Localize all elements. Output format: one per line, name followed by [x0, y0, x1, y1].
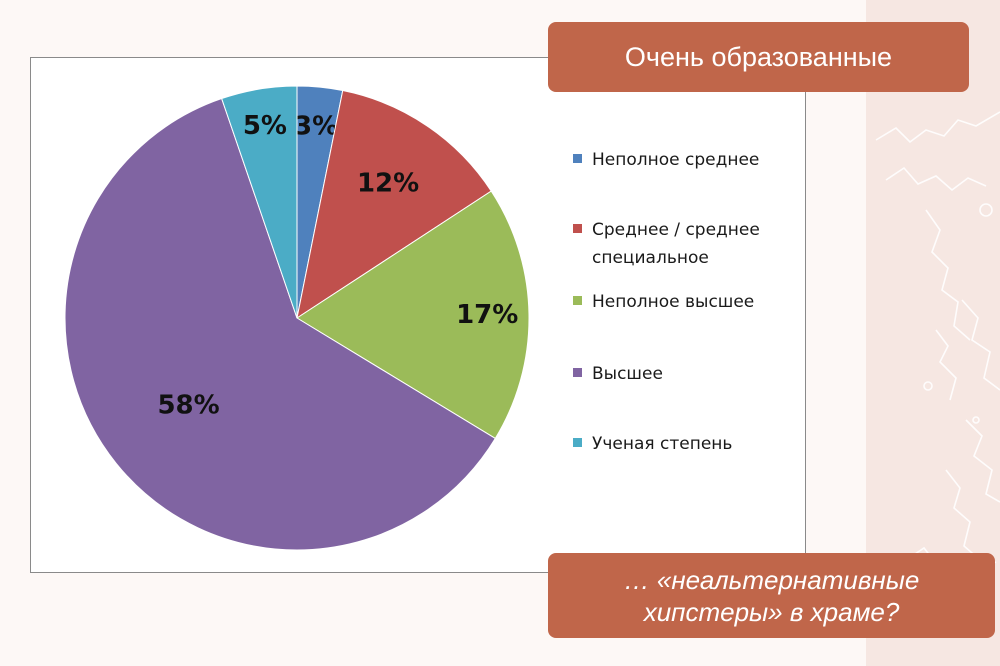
pie-slice: [221, 85, 298, 319]
legend-item: Среднее / среднее специальное: [573, 216, 792, 272]
legend-swatch: [573, 438, 582, 447]
legend-item: Неполное высшее: [573, 288, 792, 316]
slice-data-label: 5%: [243, 111, 287, 141]
legend-label: Неполное высшее: [592, 292, 755, 312]
legend-swatch: [573, 154, 582, 163]
pie-slice: [296, 190, 530, 440]
legend-label: Среднее / среднее специальное: [592, 220, 760, 268]
legend-swatch: [573, 368, 582, 377]
slide-title: Очень образованные: [548, 22, 969, 92]
legend-swatch: [573, 224, 582, 233]
legend-swatch: [573, 296, 582, 305]
pie-chart: 3% 12% 17% 58% 5%: [64, 85, 530, 551]
caption-line-1: … «неальтернативные: [623, 564, 920, 595]
legend-label: Ученая степень: [592, 434, 733, 454]
legend-item: Неполное среднее: [573, 146, 792, 174]
pie-slice: [296, 89, 492, 320]
slide-caption: … «неальтернативные хипстеры» в храме?: [548, 553, 995, 638]
legend-item: Высшее: [573, 360, 792, 388]
pie-slice: [64, 97, 496, 551]
slide-title-text: Очень образованные: [624, 42, 893, 72]
legend-label: Высшее: [592, 364, 663, 384]
chart-area: 3% 12% 17% 58% 5% Неполное среднее Среднее / …: [30, 57, 806, 573]
legend-item: Ученая степень: [573, 430, 792, 458]
slice-data-label: 3%: [294, 111, 338, 141]
slice-data-label: 58%: [157, 390, 219, 420]
slice-data-label: 17%: [456, 300, 518, 330]
caption-line-2: хипстеры» в храме?: [643, 596, 900, 627]
slice-data-label: 12%: [357, 169, 419, 199]
legend-label: Неполное среднее: [592, 150, 760, 170]
